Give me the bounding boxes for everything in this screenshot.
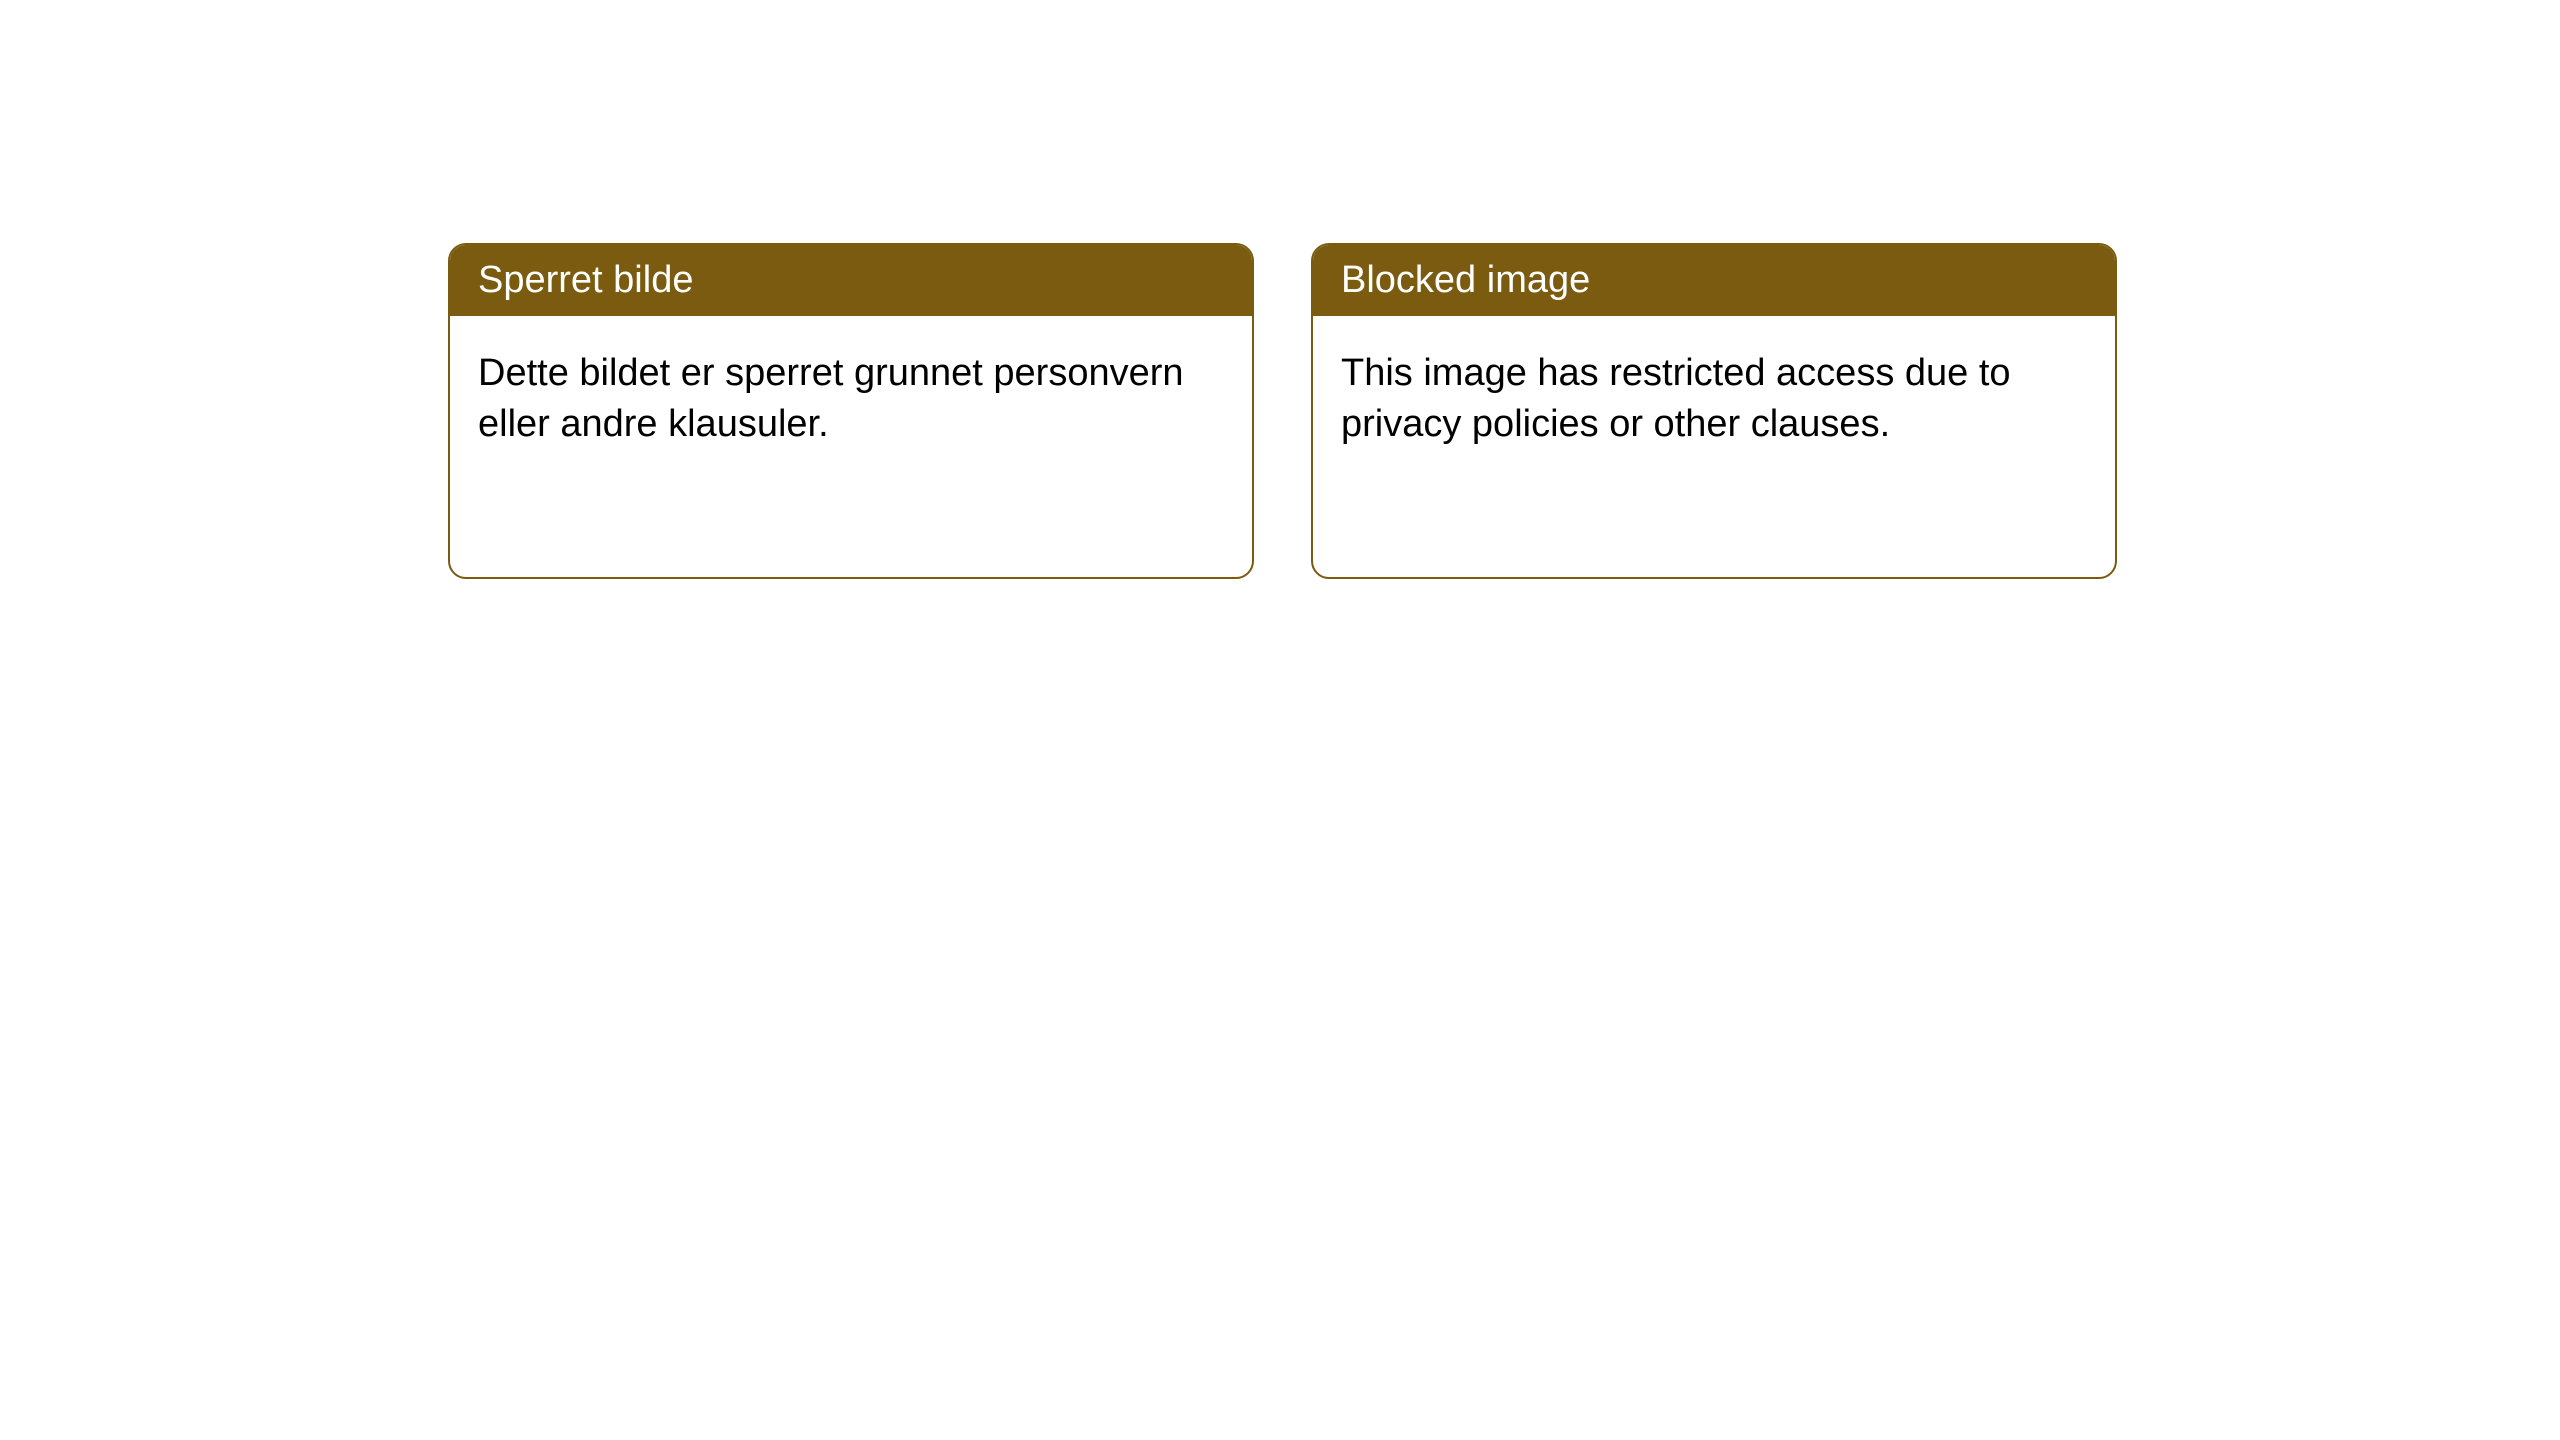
card-body-text: This image has restricted access due to …	[1341, 352, 2011, 445]
card-body-text: Dette bildet er sperret grunnet personve…	[478, 352, 1184, 445]
notice-card-norwegian: Sperret bilde Dette bildet er sperret gr…	[448, 243, 1254, 579]
notice-card-english: Blocked image This image has restricted …	[1311, 243, 2117, 579]
card-header: Blocked image	[1313, 245, 2115, 316]
card-title: Blocked image	[1341, 259, 1590, 301]
card-body: This image has restricted access due to …	[1313, 316, 2115, 483]
card-title: Sperret bilde	[478, 259, 693, 301]
card-body: Dette bildet er sperret grunnet personve…	[450, 316, 1252, 483]
card-header: Sperret bilde	[450, 245, 1252, 316]
notice-cards-container: Sperret bilde Dette bildet er sperret gr…	[448, 243, 2117, 579]
